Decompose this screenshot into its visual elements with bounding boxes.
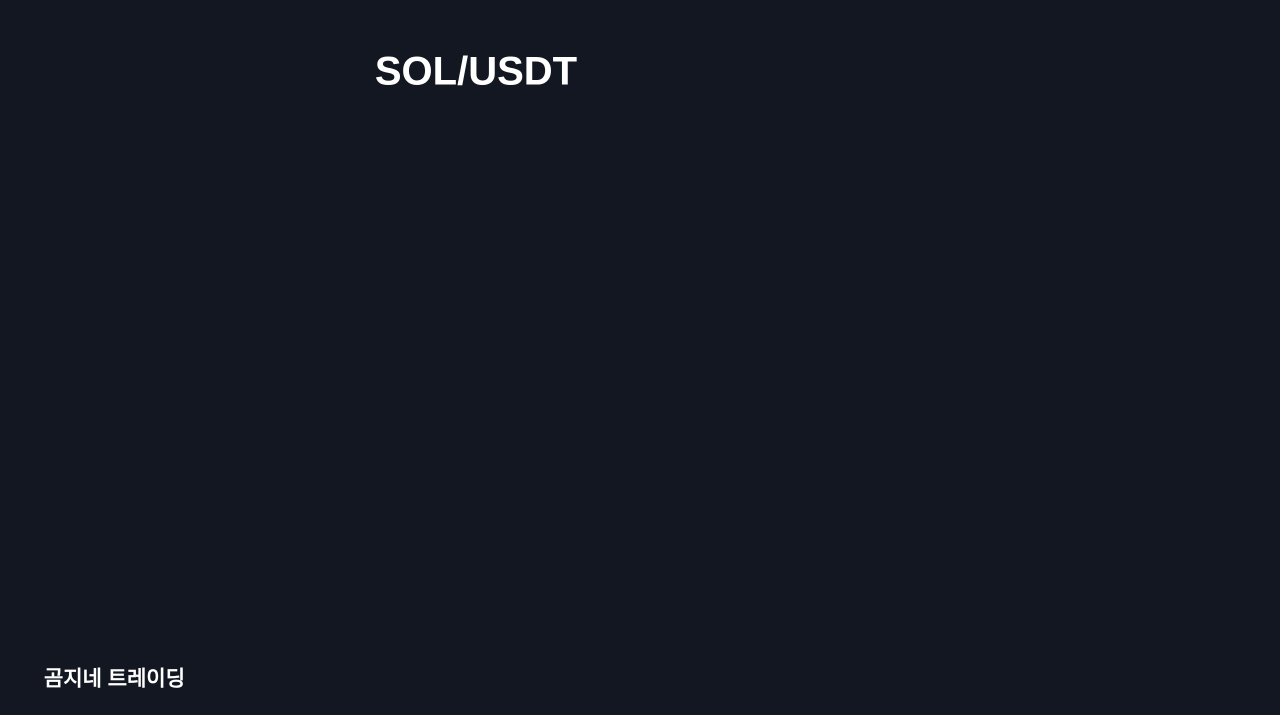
watermark: 곰지네 트레이딩 bbox=[44, 668, 185, 691]
chart-title: SOL/USDT bbox=[375, 50, 577, 94]
